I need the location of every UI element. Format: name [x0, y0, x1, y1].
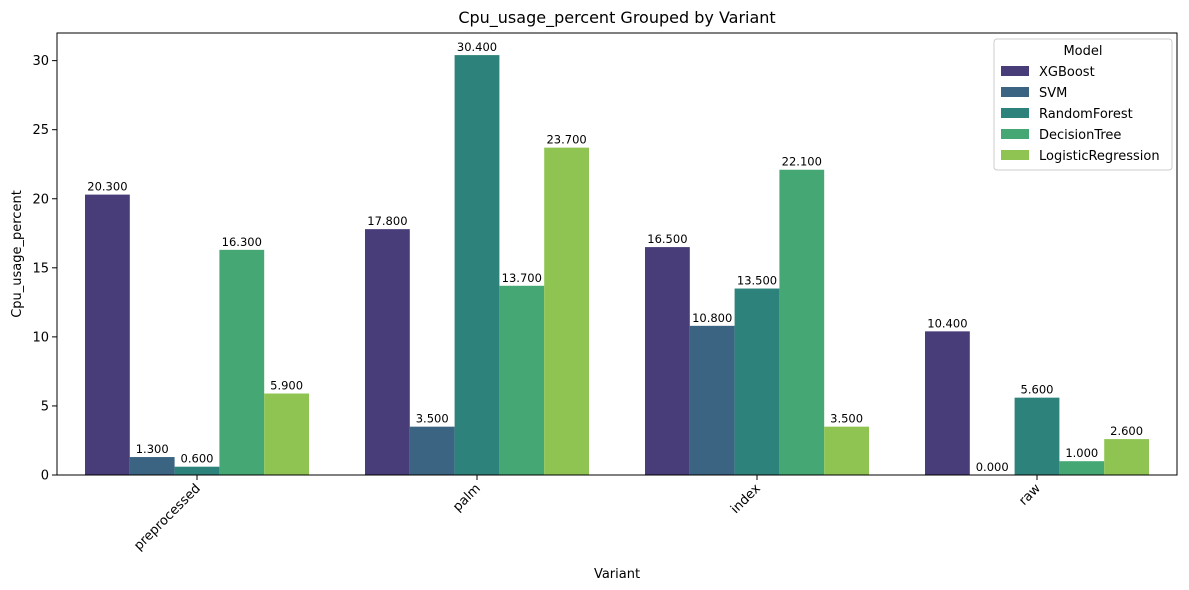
x-tick-label: raw: [1016, 481, 1044, 509]
bar-value-label: 23.700: [546, 133, 586, 147]
bar-value-label: 30.400: [457, 40, 497, 54]
bar-value-label: 3.500: [830, 412, 863, 426]
bar: [734, 288, 780, 475]
bar-value-label: 17.800: [367, 214, 407, 228]
legend-swatch: [1001, 87, 1029, 97]
x-tick-label: index: [728, 481, 764, 517]
legend-swatch: [1001, 108, 1029, 118]
bar: [1059, 461, 1105, 475]
bar-value-label: 13.500: [737, 274, 777, 288]
y-axis-label: Cpu_usage_percent: [10, 190, 25, 318]
bar: [264, 393, 309, 475]
bar-value-label: 3.500: [416, 412, 449, 426]
bar-value-label: 10.400: [927, 316, 967, 330]
legend: Model XGBoost SVM RandomForest DecisionTree…: [993, 38, 1173, 171]
bar-value-label: 10.800: [692, 311, 732, 325]
bar: [409, 426, 455, 475]
legend-box: [993, 38, 1173, 171]
bar: [544, 147, 589, 476]
bar-value-label: 5.900: [270, 379, 303, 393]
y-tick-label: 0: [41, 469, 49, 484]
bar: [454, 55, 500, 475]
bar: [85, 194, 130, 475]
bar-value-label: 0.600: [181, 452, 214, 466]
bar-value-label: 1.300: [136, 442, 169, 456]
bar: [925, 331, 970, 475]
bar: [219, 249, 265, 475]
y-tick-label: 20: [32, 192, 49, 207]
y-tick-label: 15: [32, 261, 49, 276]
y-tick-label: 10: [32, 330, 49, 345]
legend-item-label: RandomForest: [1039, 107, 1133, 122]
legend-item-label: SVM: [1039, 86, 1067, 101]
bar: [499, 285, 545, 475]
y-tick-label: 5: [41, 399, 49, 414]
bar-value-label: 5.600: [1021, 383, 1054, 397]
chart-title: Cpu_usage_percent Grouped by Variant: [458, 8, 775, 28]
legend-swatch: [1001, 129, 1029, 139]
x-axis-label: Variant: [594, 567, 640, 582]
x-tick-label: palm: [450, 481, 484, 515]
bar-value-label: 20.300: [87, 180, 127, 194]
bar: [129, 457, 175, 475]
bars-group: [85, 55, 1149, 476]
x-tick-label: preprocessed: [131, 481, 203, 553]
bar-value-label: 2.600: [1110, 424, 1143, 438]
bar: [1104, 439, 1149, 475]
y-tick-label: 30: [32, 54, 49, 69]
legend-title: Model: [1063, 44, 1102, 59]
bar-value-label: 16.300: [222, 235, 262, 249]
plot-frame: [56, 32, 1178, 476]
x-axis: preprocessed palm index raw: [131, 475, 1044, 554]
bar: [824, 426, 869, 475]
legend-swatch: [1001, 66, 1029, 76]
bar-value-label: 0.000: [976, 460, 1009, 474]
legend-item-label: DecisionTree: [1039, 128, 1121, 143]
bar: [1014, 397, 1060, 475]
bar-value-label: 16.500: [647, 232, 687, 246]
bar: [645, 247, 690, 475]
bar: [779, 169, 825, 475]
legend-item-label: XGBoost: [1039, 65, 1095, 80]
y-axis: 0 5 10 15 20 25 30: [32, 54, 57, 484]
legend-swatch: [1001, 150, 1029, 160]
bar-value-label: 13.700: [502, 271, 542, 285]
bar: [689, 325, 735, 475]
legend-item-label: LogisticRegression: [1039, 149, 1160, 164]
y-tick-label: 25: [32, 123, 49, 138]
bar-labels-group: 20.300 1.300 0.600 16.300 5.900 17.800 3.500 30…: [87, 40, 1143, 474]
bar: [365, 229, 410, 475]
bar-value-label: 22.100: [782, 155, 822, 169]
bar: [174, 466, 220, 475]
bar-value-label: 1.000: [1065, 446, 1098, 460]
